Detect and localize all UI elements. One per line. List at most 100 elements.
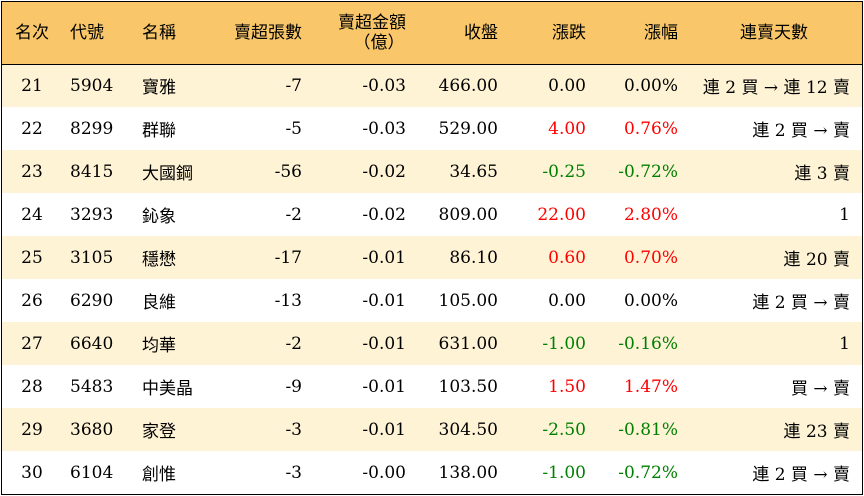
cell-consecutive-days: 連 2 買 → 連 12 賣 — [702, 78, 850, 99]
cell-name: 群聯 — [142, 121, 176, 141]
cell-rank: 28 — [21, 376, 43, 397]
cell-sell-qty: -13 — [274, 290, 302, 311]
cell-sell-amount: -0.03 — [362, 75, 406, 96]
cell-change-pct: -0.16% — [618, 333, 678, 354]
table-row: 25 3105 穩懋 -17 -0.01 86.10 0.60 0.70% 連 20 賣 — [2, 236, 862, 279]
cell-code: 3293 — [70, 204, 114, 225]
cell-consecutive-days: 連 23 賣 — [783, 422, 850, 442]
cell-name: 中美晶 — [142, 379, 193, 399]
header-change: 漲跌 — [552, 22, 586, 43]
cell-rank: 24 — [21, 204, 43, 225]
cell-change: 0.00 — [548, 290, 586, 311]
cell-consecutive-days: 連 3 賣 — [794, 164, 850, 184]
cell-close: 529.00 — [438, 118, 498, 139]
header-sell-amount-line1: 賣超金額 — [338, 12, 406, 33]
cell-change-pct: 0.70% — [623, 247, 678, 268]
cell-change-pct: 0.00% — [623, 290, 678, 311]
cell-sell-qty: -3 — [285, 419, 302, 440]
cell-name: 家登 — [142, 422, 176, 442]
cell-change: 4.00 — [548, 118, 586, 139]
table-row: 27 6640 均華 -2 -0.01 631.00 -1.00 -0.16% 1 — [2, 322, 862, 365]
cell-sell-amount: -0.03 — [362, 118, 406, 139]
header-rank: 名次 — [15, 22, 49, 43]
header-close: 收盤 — [464, 22, 498, 43]
cell-close: 105.00 — [438, 290, 498, 311]
cell-rank: 22 — [21, 118, 43, 139]
cell-sell-qty: -2 — [285, 204, 302, 225]
cell-name: 創惟 — [142, 465, 176, 485]
cell-consecutive-days: 連 2 買 → 賣 — [752, 293, 850, 313]
header-name: 名稱 — [142, 22, 176, 43]
cell-rank: 23 — [21, 161, 43, 182]
cell-sell-qty: -9 — [285, 376, 302, 397]
header-row: 名次 代號 名稱 賣超張數 賣超金額 （億） 收盤 漲跌 漲幅 連賣天數 — [2, 2, 862, 64]
table-row: 22 8299 群聯 -5 -0.03 529.00 4.00 0.76% 連 2 買 → 賣 — [2, 107, 862, 150]
table-row: 28 5483 中美晶 -9 -0.01 103.50 1.50 1.47% 買 → 賣 — [2, 365, 862, 408]
cell-rank: 30 — [21, 462, 43, 483]
table-row: 23 8415 大國鋼 -56 -0.02 34.65 -0.25 -0.72% 連 3 賣 — [2, 150, 862, 193]
cell-change: -2.50 — [542, 419, 586, 440]
cell-change: 0.00 — [548, 75, 586, 96]
cell-close: 103.50 — [438, 376, 498, 397]
cell-rank: 27 — [21, 333, 43, 354]
cell-sell-qty: -2 — [285, 333, 302, 354]
cell-consecutive-days: 1 — [839, 333, 850, 354]
cell-close: 86.10 — [449, 247, 498, 268]
cell-sell-qty: -56 — [274, 161, 302, 182]
cell-code: 6290 — [70, 290, 114, 311]
header-sell-amount-unit: （億） — [353, 32, 405, 53]
cell-consecutive-days: 連 2 買 → 賣 — [752, 121, 850, 141]
cell-rank: 26 — [21, 290, 43, 311]
cell-sell-amount: -0.02 — [362, 161, 406, 182]
cell-change: -1.00 — [542, 333, 586, 354]
cell-change-pct: 2.80% — [623, 204, 678, 225]
cell-sell-amount: -0.01 — [362, 333, 406, 354]
cell-sell-amount: -0.02 — [362, 204, 406, 225]
cell-code: 6640 — [70, 333, 114, 354]
header-consecutive-days: 連賣天數 — [740, 22, 808, 43]
cell-consecutive-days: 連 2 買 → 賣 — [752, 465, 850, 485]
cell-consecutive-days: 買 → 賣 — [790, 379, 850, 399]
header-sell-amount: 賣超金額 （億） — [312, 2, 416, 64]
cell-code: 3680 — [70, 419, 114, 440]
cell-change: -0.25 — [542, 161, 586, 182]
table-row: 29 3680 家登 -3 -0.01 304.50 -2.50 -0.81% 連 23 賣 — [2, 408, 862, 451]
cell-name: 寶雅 — [142, 78, 176, 99]
cell-sell-amount: -0.01 — [362, 419, 406, 440]
cell-close: 138.00 — [438, 462, 498, 483]
cell-name: 均華 — [142, 336, 176, 356]
cell-consecutive-days: 1 — [839, 204, 850, 225]
table-row: 24 3293 鈊象 -2 -0.02 809.00 22.00 2.80% 1 — [2, 193, 862, 236]
cell-consecutive-days: 連 20 賣 — [783, 250, 850, 270]
cell-name: 穩懋 — [142, 250, 176, 270]
cell-close: 34.65 — [449, 161, 498, 182]
cell-change-pct: 1.47% — [623, 376, 678, 397]
cell-name: 大國鋼 — [142, 164, 193, 184]
cell-close: 304.50 — [438, 419, 498, 440]
cell-code: 6104 — [70, 462, 114, 483]
cell-sell-amount: -0.01 — [362, 376, 406, 397]
header-change-pct: 漲幅 — [644, 22, 678, 43]
cell-close: 631.00 — [438, 333, 498, 354]
header-sell-qty: 賣超張數 — [234, 22, 302, 43]
cell-code: 8415 — [70, 161, 114, 182]
cell-change-pct: 0.00% — [623, 75, 678, 96]
cell-code: 3105 — [70, 247, 114, 268]
cell-change: 22.00 — [537, 204, 586, 225]
cell-code: 5483 — [70, 376, 114, 397]
cell-change-pct: -0.81% — [618, 419, 678, 440]
cell-name: 鈊象 — [142, 207, 176, 227]
cell-code: 5904 — [70, 75, 114, 96]
cell-change-pct: -0.72% — [618, 462, 678, 483]
cell-rank: 29 — [21, 419, 43, 440]
cell-sell-qty: -7 — [285, 75, 302, 96]
cell-name: 良維 — [142, 293, 176, 313]
table-row: 26 6290 良維 -13 -0.01 105.00 0.00 0.00% 連 2 買 → 賣 — [2, 279, 862, 322]
table-row: 30 6104 創惟 -3 -0.00 138.00 -1.00 -0.72% 連 2 買 → … — [2, 451, 862, 494]
cell-change-pct: -0.72% — [618, 161, 678, 182]
table-header: 名次 代號 名稱 賣超張數 賣超金額 （億） 收盤 漲跌 漲幅 連賣天數 — [2, 2, 862, 64]
cell-rank: 25 — [21, 247, 43, 268]
table-row: 21 5904 寶雅 -7 -0.03 466.00 0.00 0.00% 連 2 買 → 連 … — [2, 64, 862, 107]
cell-change: 1.50 — [548, 376, 586, 397]
